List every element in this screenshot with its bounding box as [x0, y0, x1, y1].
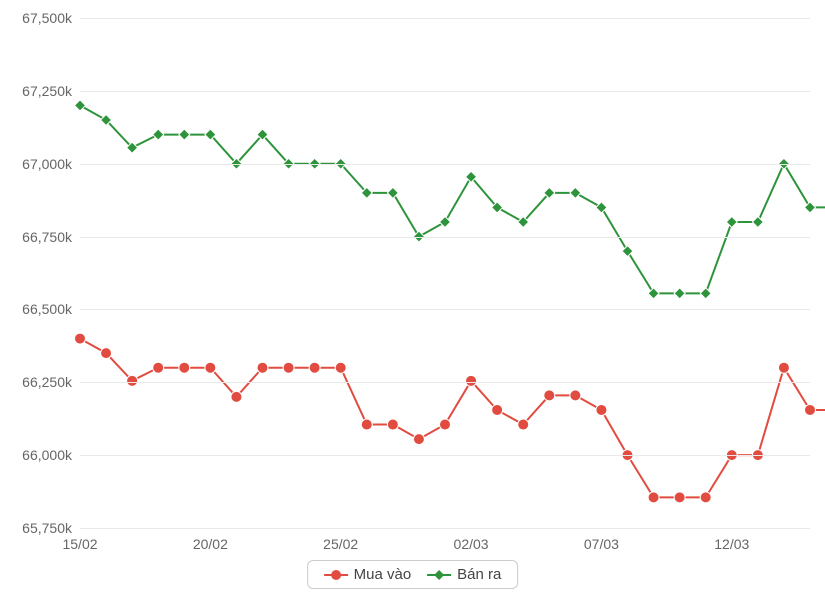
data-point[interactable]	[75, 100, 86, 111]
x-tick-label: 12/03	[714, 528, 749, 552]
y-tick-label: 67,500k	[22, 10, 80, 26]
legend-swatch	[427, 569, 451, 581]
x-tick-label: 20/02	[193, 528, 228, 552]
x-tick-label: 02/03	[454, 528, 489, 552]
legend: Mua vào Bán ra	[307, 560, 519, 589]
data-point[interactable]	[179, 129, 190, 140]
y-tick-label: 66,250k	[22, 374, 80, 390]
data-point[interactable]	[596, 404, 607, 415]
y-tick-label: 67,000k	[22, 156, 80, 172]
data-point[interactable]	[596, 202, 607, 213]
data-point[interactable]	[518, 419, 529, 430]
legend-label: Bán ra	[457, 566, 501, 583]
data-point[interactable]	[335, 362, 346, 373]
data-point[interactable]	[466, 375, 477, 386]
data-point[interactable]	[700, 492, 711, 503]
data-point[interactable]	[413, 434, 424, 445]
y-tick-label: 66,000k	[22, 447, 80, 463]
plot-area: 65,750k66,000k66,250k66,500k66,750k67,00…	[80, 18, 810, 528]
y-tick-label: 66,500k	[22, 301, 80, 317]
y-tick-label: 67,250k	[22, 83, 80, 99]
gridline	[80, 309, 810, 310]
data-point[interactable]	[805, 202, 816, 213]
data-point[interactable]	[257, 362, 268, 373]
data-point[interactable]	[153, 362, 164, 373]
data-point[interactable]	[700, 288, 711, 299]
data-point[interactable]	[387, 187, 398, 198]
data-point[interactable]	[283, 362, 294, 373]
series-line	[80, 105, 825, 293]
data-point[interactable]	[570, 187, 581, 198]
price-chart: 65,750k66,000k66,250k66,500k66,750k67,00…	[0, 0, 825, 602]
gridline	[80, 18, 810, 19]
data-point[interactable]	[440, 419, 451, 430]
gridline	[80, 164, 810, 165]
gridline	[80, 237, 810, 238]
data-point[interactable]	[778, 362, 789, 373]
x-tick-label: 15/02	[62, 528, 97, 552]
data-point[interactable]	[440, 217, 451, 228]
data-point[interactable]	[361, 419, 372, 430]
data-point[interactable]	[752, 217, 763, 228]
data-point[interactable]	[387, 419, 398, 430]
data-point[interactable]	[648, 492, 659, 503]
gridline	[80, 455, 810, 456]
data-point[interactable]	[153, 129, 164, 140]
y-tick-label: 66,750k	[22, 229, 80, 245]
gridline	[80, 528, 810, 529]
data-point[interactable]	[544, 390, 555, 401]
data-point[interactable]	[805, 404, 816, 415]
data-point[interactable]	[726, 217, 737, 228]
data-point[interactable]	[674, 492, 685, 503]
data-point[interactable]	[75, 333, 86, 344]
data-point[interactable]	[231, 391, 242, 402]
data-point[interactable]	[492, 404, 503, 415]
legend-swatch	[324, 569, 348, 581]
data-point[interactable]	[127, 375, 138, 386]
data-point[interactable]	[179, 362, 190, 373]
legend-item[interactable]: Bán ra	[427, 566, 501, 583]
legend-label: Mua vào	[354, 566, 412, 583]
legend-item[interactable]: Mua vào	[324, 566, 412, 583]
x-tick-label: 25/02	[323, 528, 358, 552]
data-point[interactable]	[622, 246, 633, 257]
data-point[interactable]	[648, 288, 659, 299]
series-line	[80, 339, 825, 498]
chart-lines	[80, 18, 810, 528]
x-tick-label: 07/03	[584, 528, 619, 552]
data-point[interactable]	[205, 362, 216, 373]
gridline	[80, 382, 810, 383]
data-point[interactable]	[674, 288, 685, 299]
data-point[interactable]	[309, 362, 320, 373]
data-point[interactable]	[101, 348, 112, 359]
data-point[interactable]	[570, 390, 581, 401]
gridline	[80, 91, 810, 92]
